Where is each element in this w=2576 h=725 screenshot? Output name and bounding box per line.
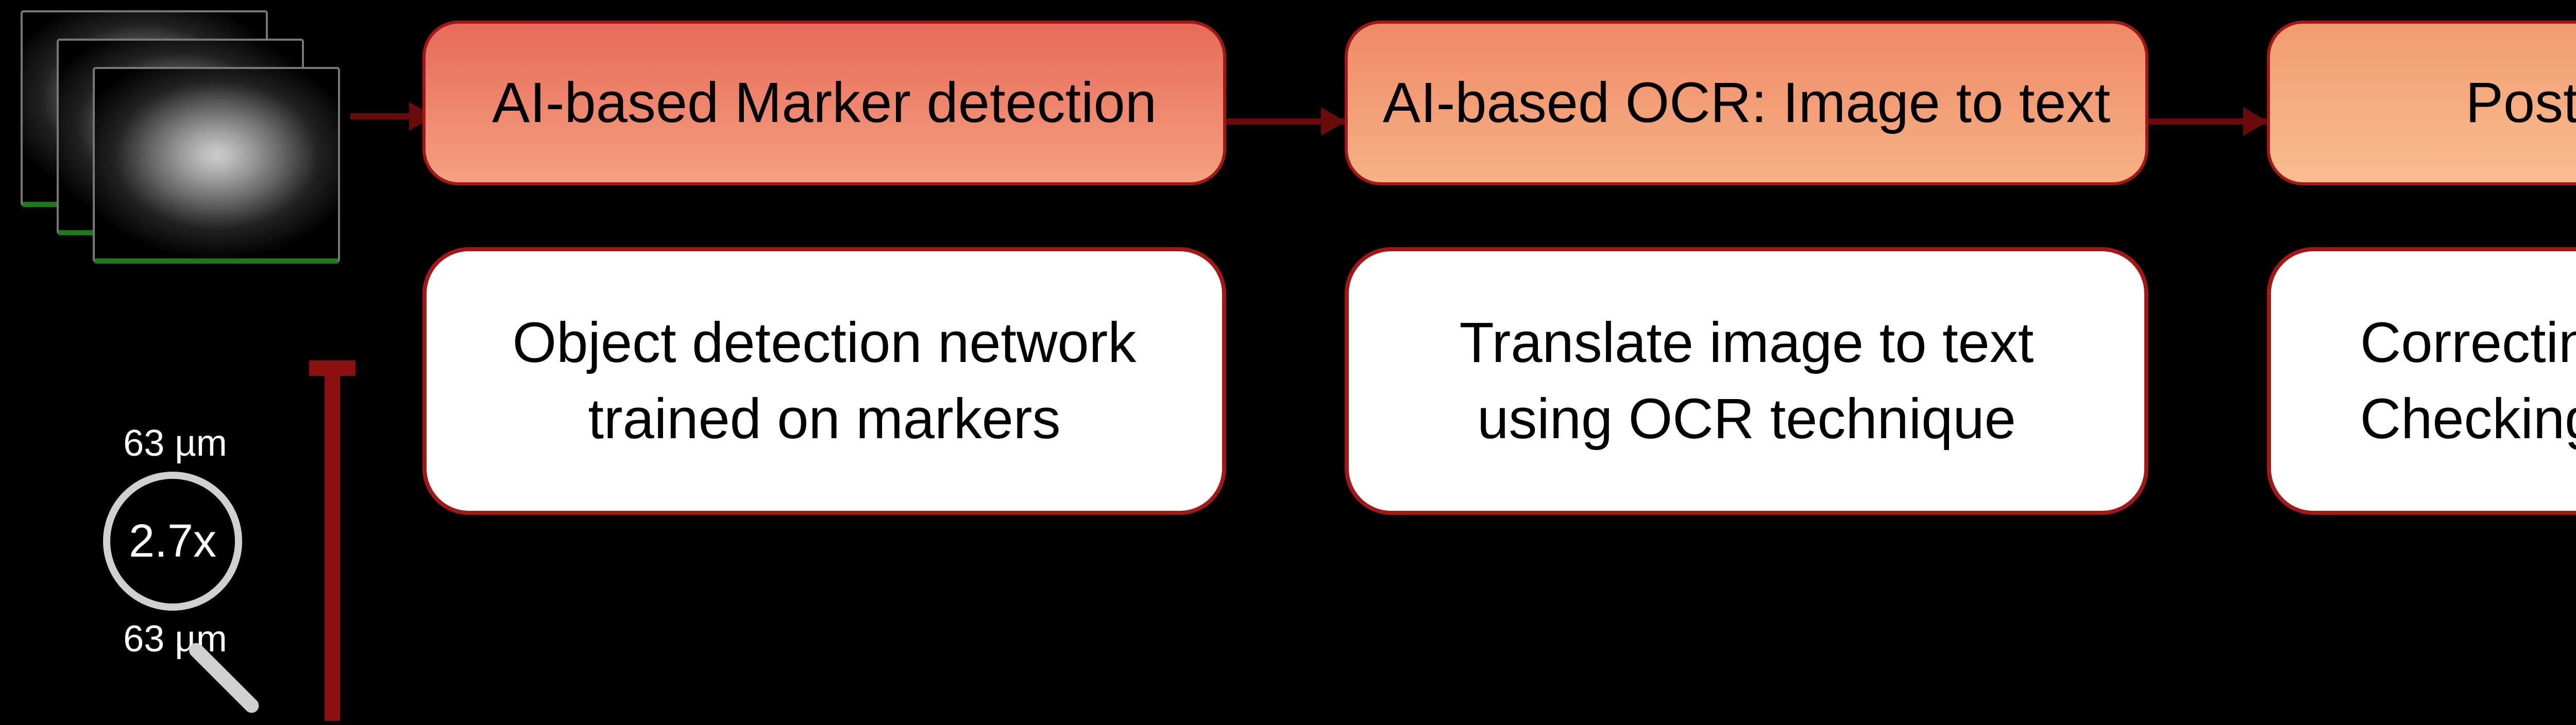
stage-desc: Correcting OCR results / Checking, error… [2267, 247, 2576, 515]
marker-zoom-label: 2.7x [129, 515, 216, 568]
diagram-canvas: 63 µm 2.7x 63 µm AI-based Marker detecti… [0, 0, 2576, 725]
stage-marker-detection: AI-based Marker detection Object detecti… [422, 21, 1226, 700]
stage-desc-text: Correcting OCR results / Checking, error… [2312, 305, 2576, 458]
stage-title: AI-based OCR: Image to text [1345, 21, 2148, 185]
arrow-icon [2148, 118, 2267, 125]
stage-desc: Translate image to text using OCR techni… [1345, 247, 2148, 515]
stage-postprocessing: Post-processing Correcting OCR results /… [2267, 21, 2576, 700]
marker-bottom-label: 63 µm [88, 618, 263, 660]
marker-top-label: 63 µm [88, 422, 263, 464]
input-image-stack [21, 10, 361, 268]
stage-title-text: AI-based Marker detection [492, 67, 1157, 139]
stage-title: Post-processing [2267, 21, 2576, 185]
stage-desc: Object detection network trained on mark… [422, 247, 1226, 515]
arrow-icon [350, 113, 433, 119]
arrow-icon [1226, 118, 1345, 125]
pipeline: AI-based Marker detection Object detecti… [422, 21, 2576, 700]
stage-title-text: Post-processing [2466, 67, 2576, 139]
magnifier-icon: 2.7x [103, 472, 242, 611]
stage-desc-text: Translate image to text using OCR techni… [1390, 305, 2103, 458]
input-thumb [93, 67, 340, 263]
stage-desc-text: Object detection network trained on mark… [468, 305, 1181, 458]
axis-line [325, 360, 340, 721]
stage-ocr: AI-based OCR: Image to text Translate im… [1345, 21, 2148, 700]
stage-title-text: AI-based OCR: Image to text [1383, 67, 2110, 139]
lens-marker: 63 µm 2.7x 63 µm [88, 422, 304, 690]
stage-title: AI-based Marker detection [422, 21, 1226, 185]
